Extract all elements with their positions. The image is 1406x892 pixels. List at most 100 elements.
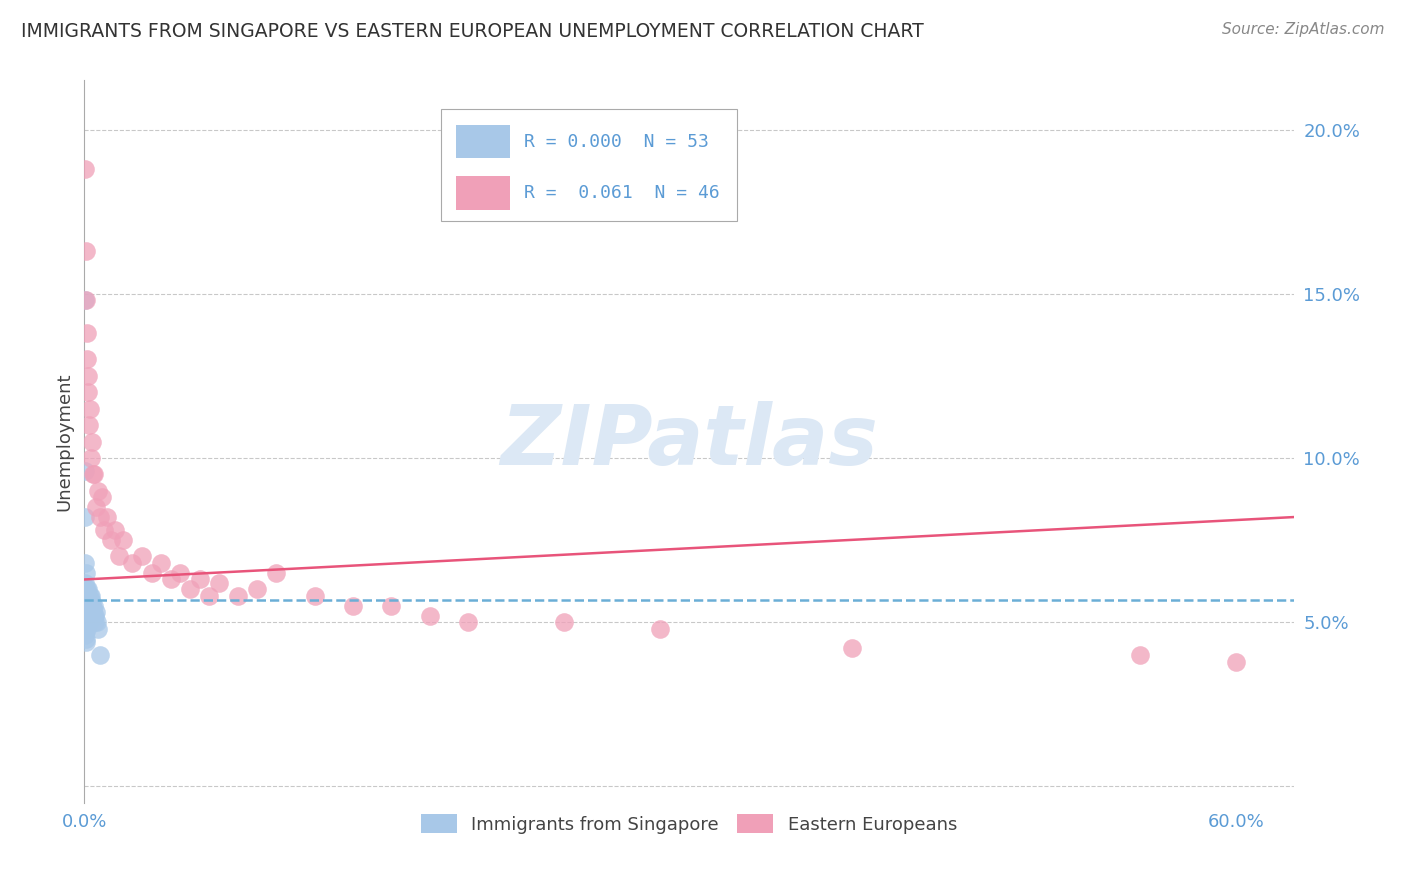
Point	[75, 556, 97, 570]
Point	[77, 595, 100, 609]
Point	[75, 293, 97, 308]
Point	[79, 612, 101, 626]
Point	[76, 385, 98, 400]
Point	[75, 161, 97, 176]
FancyBboxPatch shape	[456, 177, 510, 210]
Point	[75, 635, 97, 649]
Point	[76, 352, 98, 367]
Point	[90, 491, 112, 505]
Point	[75, 622, 97, 636]
Point	[198, 589, 221, 603]
Point	[75, 464, 97, 478]
Point	[83, 467, 105, 482]
Point	[77, 368, 100, 383]
Point	[159, 573, 181, 587]
Point	[89, 648, 111, 662]
Point	[87, 622, 110, 636]
Point	[86, 615, 108, 630]
Point	[80, 595, 103, 609]
Y-axis label: Unemployment: Unemployment	[55, 372, 73, 511]
Point	[246, 582, 269, 597]
Point	[80, 434, 103, 449]
Point	[342, 599, 364, 613]
Point	[83, 608, 105, 623]
Text: ZIPatlas: ZIPatlas	[501, 401, 877, 482]
Point	[380, 599, 402, 613]
Point	[96, 510, 118, 524]
Point	[76, 605, 98, 619]
Point	[75, 589, 97, 603]
Point	[75, 618, 97, 632]
Point	[75, 632, 97, 646]
Point	[75, 599, 97, 613]
Point	[208, 575, 231, 590]
Point	[100, 533, 122, 547]
Point	[188, 573, 211, 587]
Point	[419, 608, 441, 623]
Point	[169, 566, 191, 580]
Point	[111, 533, 134, 547]
Point	[79, 592, 101, 607]
Point	[1129, 648, 1152, 662]
Point	[76, 582, 98, 597]
Point	[80, 589, 103, 603]
Point	[266, 566, 288, 580]
Point	[841, 641, 863, 656]
Point	[75, 612, 97, 626]
Point	[650, 622, 672, 636]
Point	[75, 605, 97, 619]
Text: IMMIGRANTS FROM SINGAPORE VS EASTERN EUROPEAN UNEMPLOYMENT CORRELATION CHART: IMMIGRANTS FROM SINGAPORE VS EASTERN EUR…	[21, 22, 924, 41]
Point	[121, 556, 143, 570]
Point	[76, 615, 98, 630]
Point	[80, 450, 103, 465]
Point	[141, 566, 163, 580]
Point	[77, 592, 100, 607]
Point	[75, 589, 97, 603]
Point	[76, 599, 98, 613]
Point	[89, 510, 111, 524]
Point	[226, 589, 249, 603]
Point	[179, 582, 201, 597]
Point	[75, 608, 97, 623]
Point	[77, 418, 100, 433]
Point	[93, 523, 115, 537]
Point	[84, 615, 107, 630]
Point	[79, 401, 101, 416]
Point	[76, 622, 98, 636]
Point	[84, 608, 107, 623]
Point	[75, 510, 97, 524]
Point	[80, 608, 103, 623]
Point	[553, 615, 575, 630]
Point	[76, 582, 98, 597]
Point	[79, 589, 101, 603]
Point	[77, 608, 100, 623]
Point	[75, 293, 97, 308]
Point	[150, 556, 173, 570]
Point	[131, 549, 153, 564]
Point	[87, 483, 110, 498]
Point	[75, 566, 97, 580]
Point	[104, 523, 127, 537]
FancyBboxPatch shape	[456, 125, 510, 159]
Legend: Immigrants from Singapore, Eastern Europeans: Immigrants from Singapore, Eastern Europ…	[413, 807, 965, 841]
Point	[75, 575, 97, 590]
Point	[77, 615, 100, 630]
Point	[80, 599, 103, 613]
Point	[108, 549, 131, 564]
Point	[77, 612, 100, 626]
Point	[457, 615, 479, 630]
FancyBboxPatch shape	[441, 109, 737, 221]
Point	[76, 326, 98, 340]
Point	[79, 608, 101, 623]
Point	[75, 599, 97, 613]
Point	[82, 602, 104, 616]
Text: R = 0.000  N = 53: R = 0.000 N = 53	[524, 133, 710, 151]
Point	[82, 605, 104, 619]
Point	[75, 628, 97, 642]
Point	[84, 500, 107, 515]
Point	[84, 605, 107, 619]
Point	[76, 599, 98, 613]
Point	[1225, 655, 1247, 669]
Point	[75, 582, 97, 597]
Text: Source: ZipAtlas.com: Source: ZipAtlas.com	[1222, 22, 1385, 37]
